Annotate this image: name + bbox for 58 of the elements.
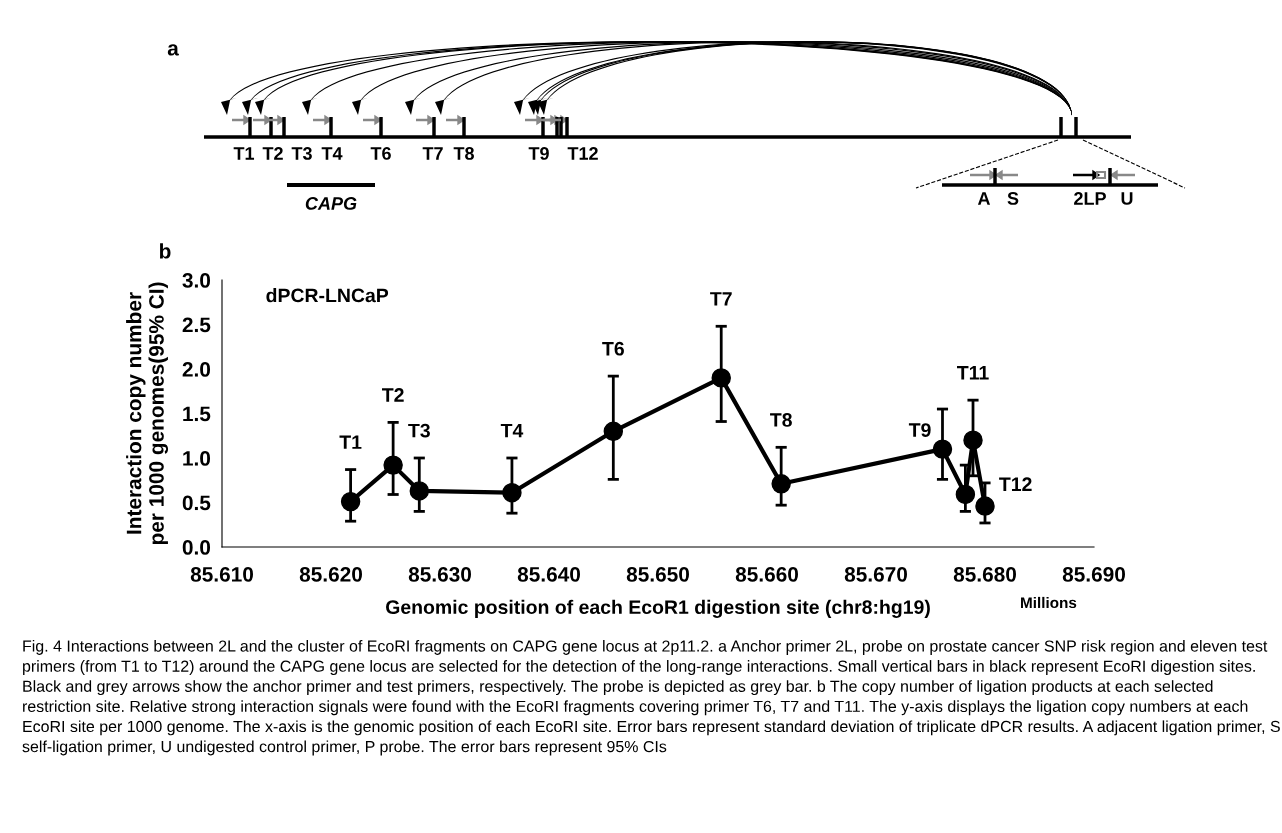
point [383, 455, 403, 475]
y-tick-label: 0.5 [182, 495, 211, 511]
x-tick-label: 85.650 [626, 566, 690, 582]
y-tick-label: 2.5 [182, 317, 211, 333]
x-tick-label: 85.620 [299, 566, 363, 582]
text: T7 [422, 147, 443, 160]
text: 2LP [1074, 192, 1106, 205]
text: T8 [453, 147, 474, 160]
x-tick-label: 85.670 [844, 566, 908, 582]
text: a [167, 44, 179, 56]
x-axis-title: Genomic position of each EcoR1 digestion site (chr8:hg19) [386, 599, 930, 618]
point [409, 481, 430, 501]
annotation: T8 [770, 413, 792, 427]
point [340, 491, 361, 512]
x-tick-label: 85.640 [517, 566, 581, 582]
x-tick-label: 85.660 [735, 566, 799, 582]
annotation: T1 [339, 435, 362, 449]
text: T2 [262, 147, 283, 160]
text: CAPG [305, 197, 357, 210]
text: T6 [370, 147, 391, 160]
text: T3 [291, 147, 312, 160]
annotation: T3 [408, 423, 430, 438]
annotation: dPCR-LNCaP [266, 288, 389, 303]
annotation: T6 [602, 341, 624, 356]
point [975, 496, 995, 516]
annotation: T7 [710, 292, 732, 306]
annotation: T12 [999, 477, 1032, 491]
x-tick-label: 85.690 [1062, 566, 1126, 582]
y-tick-label: 1.5 [183, 406, 211, 422]
y-tick-label: 2.0 [182, 362, 211, 377]
text: T4 [321, 147, 343, 160]
annotation: T11 [957, 366, 989, 380]
y-axis-title: Interaction copy number per 1000 genomes(95% CI) [126, 282, 169, 545]
annotation: T9 [908, 423, 931, 437]
annotation: T2 [382, 388, 404, 402]
x-tick-label: 85.680 [953, 566, 1017, 582]
point [932, 439, 953, 459]
point [502, 482, 522, 503]
annotation: T4 [500, 423, 524, 438]
text: T1 [233, 147, 255, 160]
text: A [977, 192, 991, 205]
point [711, 368, 731, 388]
x-tick-label: 85.630 [408, 566, 472, 582]
y-tick-label: 0.0 [182, 540, 211, 555]
point [955, 484, 976, 505]
text: T9 [528, 147, 549, 160]
text: S [1007, 192, 1019, 205]
y-tick-label: 1.0 [183, 451, 211, 466]
text: Millions [1021, 596, 1077, 609]
point [963, 430, 983, 450]
text: T12 [567, 147, 598, 160]
text: U [1121, 192, 1133, 205]
chart-title: b [160, 243, 171, 259]
y-tick-label: 3.0 [182, 273, 211, 288]
point [771, 474, 791, 494]
caption: Fig. 4 Interactions between 2L and the cluster of EcoRI fragments on CAPG gene locus at 2p11.2. a Anchor primer 2L, probe on prostate cancer SNP risk region and eleven test primers (from T1 to T12) around the CAPG gene locus are selected for the detection of the long-range interactions. Small vertical bars in black represent EcoRI digestion sites. Black and grey arrows show the anchor primer and test primers, respectively. The probe is depicted as grey bar. b The copy number of ligation products at each selected restriction site. Relative strong interaction signals were found with the EcoRI fragments covering primer T6, T7 and T11. The y-axis displays the ligation copy numbers at each EcoRI site per 1000 genome. The x-axis is the genomic position of each EcoRI site. Error bars represent standard deviation of triplicate dPCR results. A adjacent ligation primer, S self-ligation primer, U undigested control primer, P probe. The error bars represent 95% CIs [22, 640, 1280, 756]
x-tick-label: 85.610 [190, 566, 254, 582]
point [603, 421, 624, 442]
